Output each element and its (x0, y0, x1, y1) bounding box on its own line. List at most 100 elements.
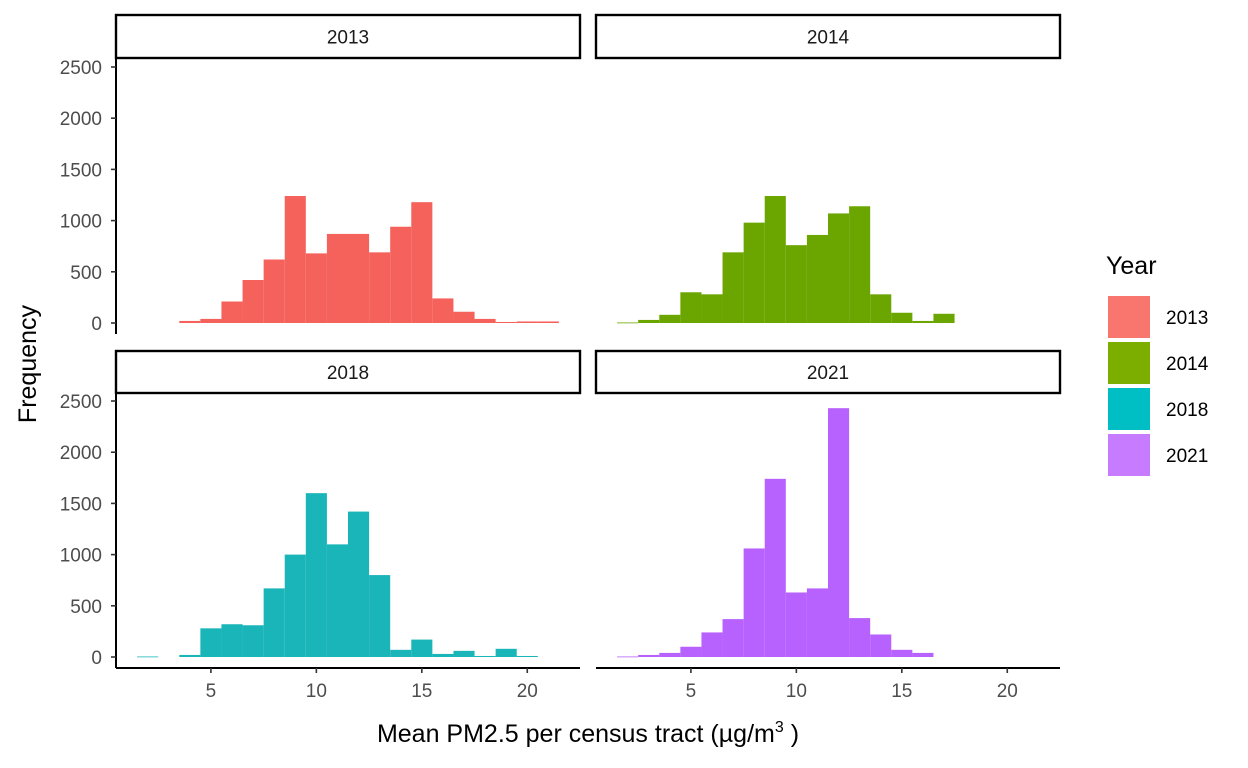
histogram-bar (495, 648, 517, 657)
y-axis-title: Frequency (14, 304, 42, 423)
histogram-bar (617, 322, 639, 324)
y-tick-label: 500 (70, 597, 102, 618)
histogram-bar (516, 321, 538, 323)
histogram-bar (701, 294, 723, 323)
facet-strip-label: 2021 (807, 363, 849, 384)
histogram-bar (474, 318, 496, 323)
facet-panel-2018: 2018 0 500 1000 1500 2000 2500 5 10 15 20 (60, 349, 582, 702)
histogram-bar (891, 312, 913, 323)
x-tick-label: 15 (411, 681, 432, 702)
histogram-bar (137, 656, 159, 658)
histogram-bar (701, 632, 723, 657)
histogram-bar (326, 544, 348, 657)
histogram-bar (680, 646, 702, 657)
histogram-bar (284, 196, 306, 323)
facet-strip (594, 349, 1062, 395)
x-tick-label: 10 (786, 681, 807, 702)
histogram-bar (432, 298, 454, 323)
histogram-bar (179, 654, 201, 657)
legend-key (1108, 296, 1150, 338)
x-tick-label: 10 (306, 681, 327, 702)
facet-strip (594, 13, 1062, 60)
legend-entries: 2013 2014 2018 2021 (1108, 296, 1209, 476)
histogram-bar (242, 625, 264, 657)
histogram-bar (870, 634, 892, 657)
histogram-bar (617, 656, 639, 658)
y-tick-label: 2000 (60, 109, 102, 130)
x-tick-label: 15 (891, 681, 912, 702)
legend-label: 2021 (1166, 446, 1208, 467)
histogram-bar (933, 313, 955, 323)
y-tick-label: 0 (91, 314, 102, 335)
y-tick-label: 1500 (60, 160, 102, 181)
legend-title: Year (1106, 252, 1157, 280)
histogram-bar (537, 321, 559, 323)
y-tick-label: 1500 (60, 494, 102, 515)
histogram-bar (743, 548, 765, 657)
x-tick-label: 20 (517, 681, 538, 702)
y-tick-label: 2000 (60, 443, 102, 464)
histogram-bar (348, 511, 370, 657)
facet-panel-2013: 2013 0 500 1000 1500 2000 2500 (60, 13, 582, 335)
histogram-bar (806, 234, 828, 323)
histogram-bar (453, 650, 475, 657)
histogram-bar (828, 408, 850, 657)
histogram-bar (474, 655, 496, 657)
legend-label: 2013 (1166, 308, 1208, 329)
histogram-bar (516, 655, 538, 657)
histogram-bar (369, 252, 391, 323)
facet-strip (114, 13, 582, 60)
legend-label: 2014 (1166, 354, 1209, 375)
y-tick-label: 2500 (60, 58, 102, 79)
histogram-bar (764, 196, 786, 323)
x-tick-label: 5 (686, 681, 697, 702)
histogram-bar (891, 649, 913, 657)
histogram-bar (305, 493, 327, 657)
histogram-bar (870, 294, 892, 323)
histogram-bar (722, 619, 744, 657)
histogram-bar (743, 222, 765, 323)
histogram-bar (326, 233, 348, 323)
histogram-bar (785, 245, 807, 323)
histogram-bar (828, 213, 850, 323)
legend-key (1108, 342, 1150, 384)
histogram-bar (659, 652, 681, 657)
facet-strip (114, 349, 582, 395)
y-tick-label: 0 (91, 648, 102, 669)
facet-strip-label: 2014 (807, 28, 850, 49)
histogram-bar (411, 639, 433, 657)
x-axis-title: Mean PM2.5 per census tract (µg/m3 ) (377, 719, 799, 748)
y-tick-label: 500 (70, 263, 102, 284)
legend-key (1108, 388, 1150, 430)
histogram-bar (305, 253, 327, 323)
histogram-bar (912, 652, 934, 657)
histogram-bar (200, 628, 222, 657)
facet-panel-2021: 2021 5 10 15 20 (594, 349, 1062, 702)
histogram-bar (806, 588, 828, 657)
histogram-bar (453, 311, 475, 323)
x-tick-label: 20 (997, 681, 1018, 702)
histogram-bar (284, 554, 306, 657)
histogram-bar (390, 649, 412, 657)
histogram-bar (348, 233, 370, 323)
histogram-bar (722, 252, 744, 323)
histogram-bar (764, 478, 786, 657)
histogram-bar (680, 292, 702, 323)
facet-strip-label: 2018 (327, 363, 369, 384)
y-tick-label: 1000 (60, 546, 102, 567)
histogram-bar (263, 588, 285, 657)
histogram-bar (912, 320, 934, 323)
histogram-bar (369, 575, 391, 657)
y-tick-label: 1000 (60, 212, 102, 233)
histogram-bar (495, 321, 517, 323)
histogram-bar (849, 206, 871, 323)
facet-panel-2014: 2014 (594, 13, 1062, 324)
legend: Year 2013 2014 2018 2021 (1106, 252, 1209, 476)
facet-panels: 2013 0 500 1000 1500 2000 2500 2014 2018 0 500 1000… (60, 13, 1062, 702)
histogram-bar (432, 653, 454, 657)
facet-strip-label: 2013 (327, 28, 369, 49)
legend-label: 2018 (1166, 400, 1208, 421)
histogram-bar (849, 618, 871, 657)
histogram-bar (242, 279, 264, 323)
